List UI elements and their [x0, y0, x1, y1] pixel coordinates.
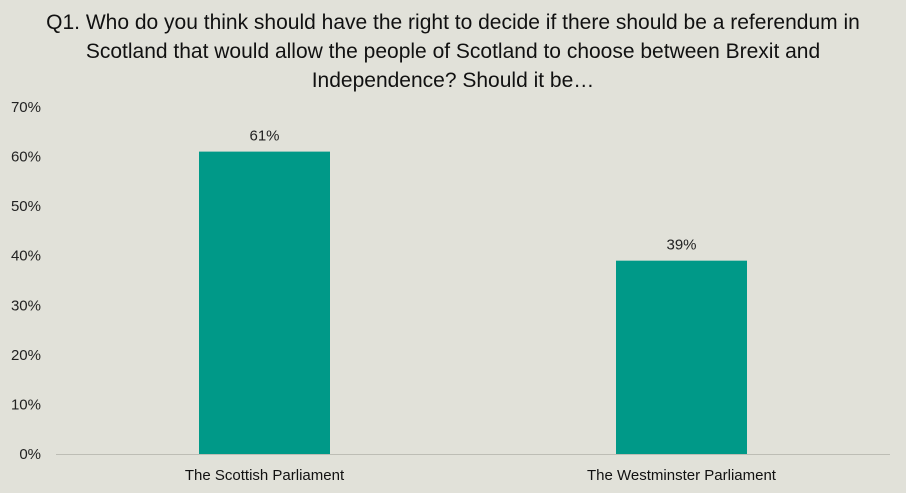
y-tick-label: 30% — [11, 297, 41, 314]
y-tick-label: 60% — [11, 149, 41, 166]
y-tick-label: 20% — [11, 347, 41, 364]
y-tick-label: 10% — [11, 396, 41, 413]
bar — [616, 260, 747, 454]
data-label: 61% — [249, 128, 279, 145]
x-axis: The Scottish Parliament The Westminster P… — [185, 467, 777, 484]
bar — [199, 151, 330, 454]
data-labels-group: 61% 39% — [249, 128, 696, 254]
x-tick-label: The Scottish Parliament — [185, 467, 345, 484]
y-tick-label: 70% — [11, 99, 41, 116]
y-tick-label: 40% — [11, 248, 41, 265]
y-tick-label: 0% — [19, 446, 41, 463]
x-tick-label: The Westminster Parliament — [587, 467, 777, 484]
bars-group — [199, 151, 747, 454]
data-label: 39% — [666, 237, 696, 254]
y-axis: 0% 10% 20% 30% 40% 50% 60% 70% — [11, 99, 41, 463]
chart-title: Q1. Who do you think should have the rig… — [46, 11, 860, 92]
y-tick-label: 50% — [11, 198, 41, 215]
